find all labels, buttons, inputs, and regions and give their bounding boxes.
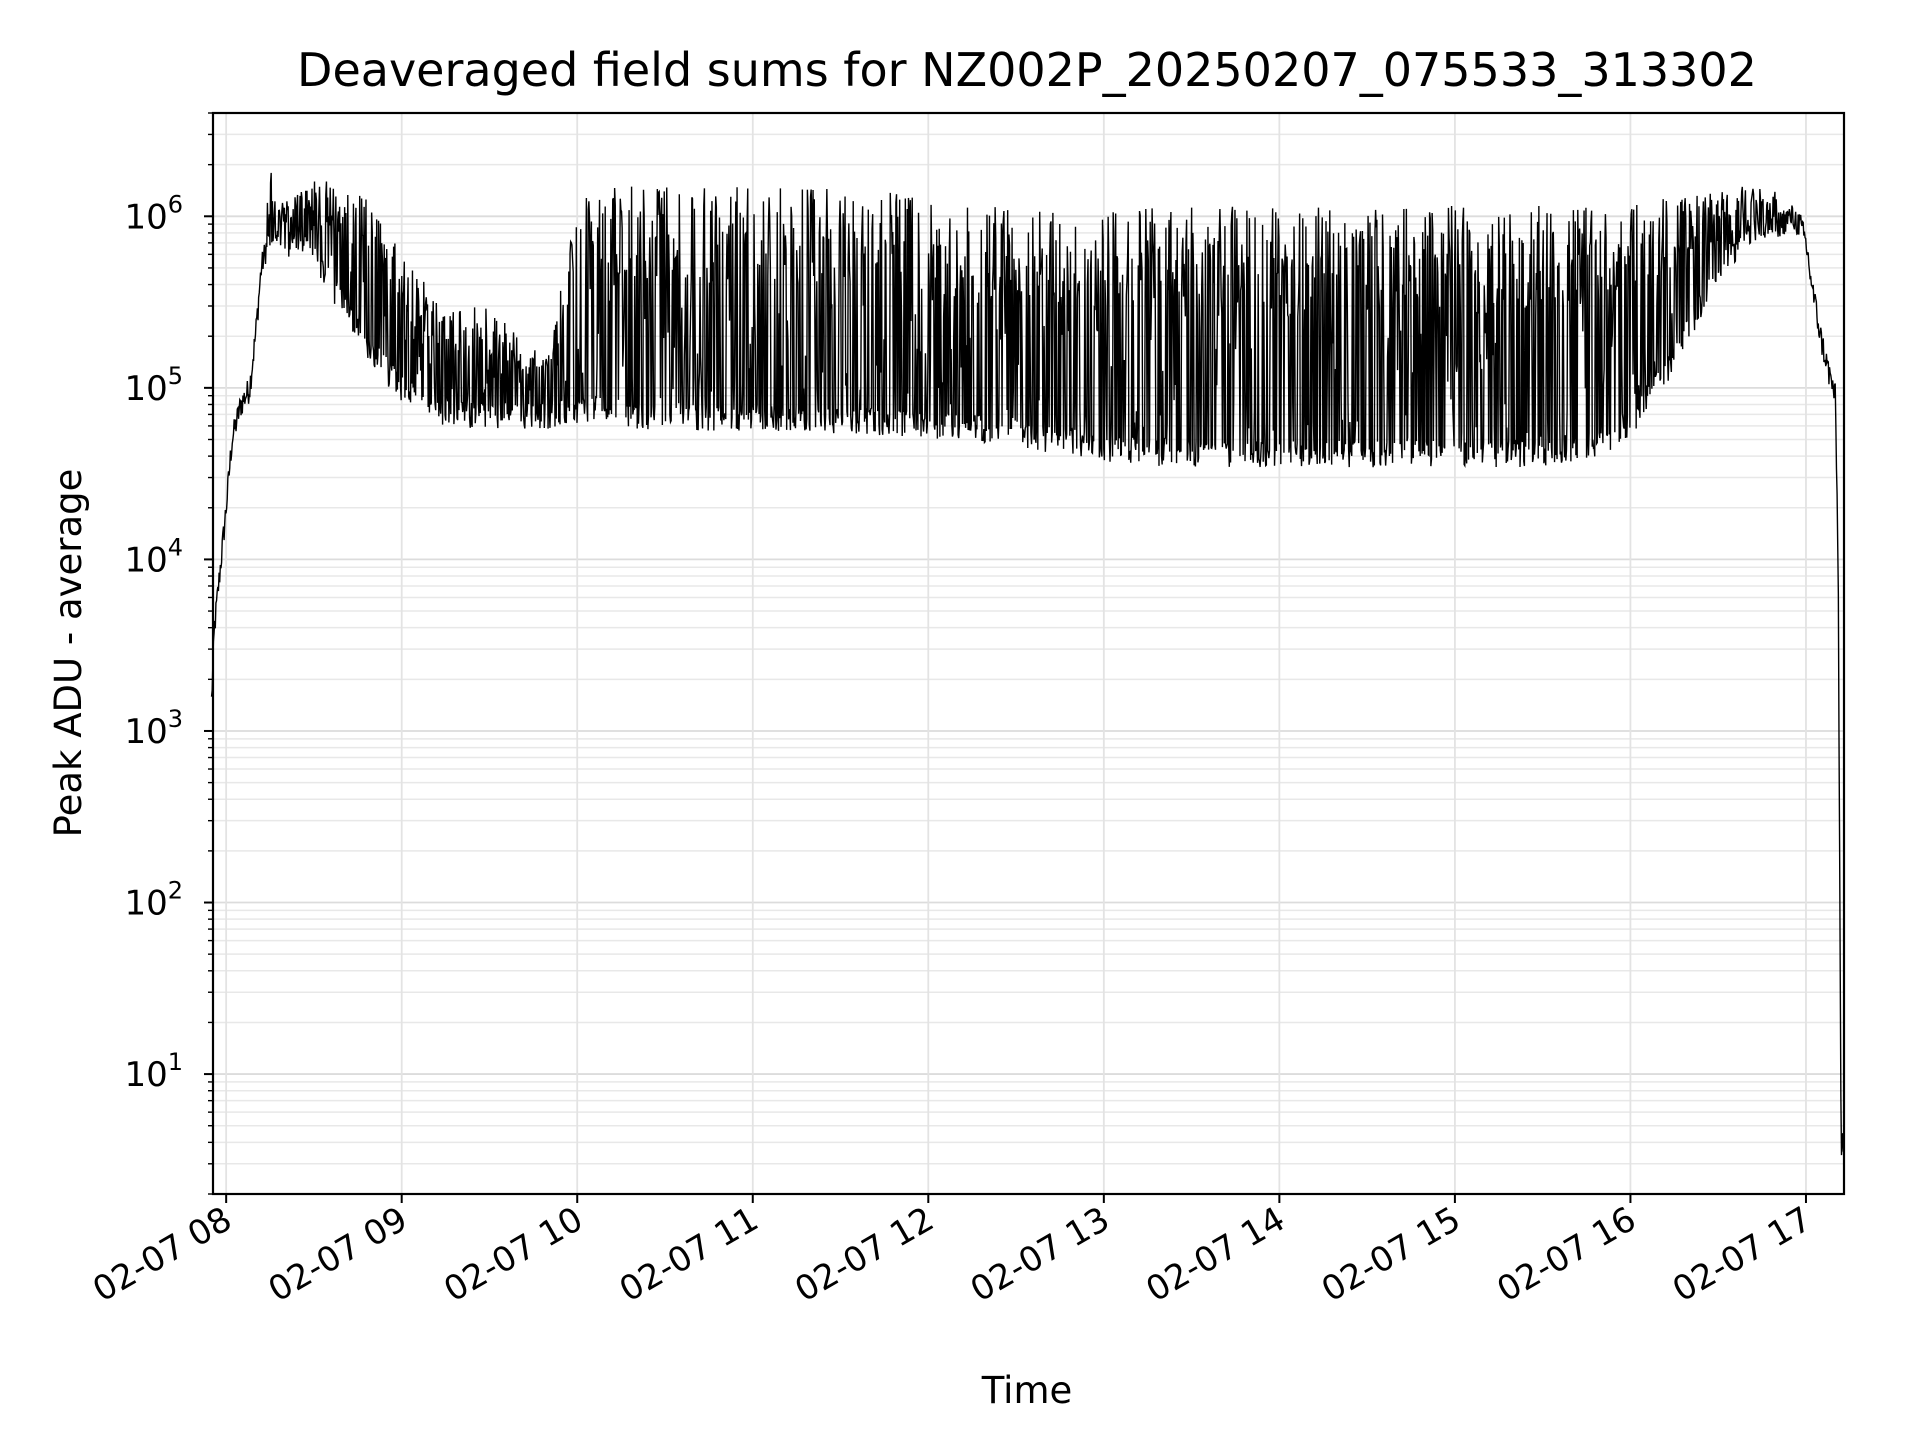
- x-axis-label: Time: [981, 1369, 1073, 1412]
- y-tick-label: 106: [124, 190, 183, 237]
- y-tick-label: 102: [124, 877, 183, 924]
- y-tick-label: 103: [124, 705, 183, 752]
- y-tick-label: 101: [124, 1048, 183, 1095]
- y-tick-label: 105: [124, 362, 183, 409]
- chart-title: Deaveraged field sums for NZ002P_2025020…: [297, 43, 1757, 97]
- y-axis-label: Peak ADU - average: [47, 469, 90, 838]
- series-line: [210, 172, 1845, 1156]
- y-tick-label: 104: [124, 533, 183, 580]
- data-series: [210, 172, 1845, 1156]
- plot-frame: [211, 111, 1846, 1196]
